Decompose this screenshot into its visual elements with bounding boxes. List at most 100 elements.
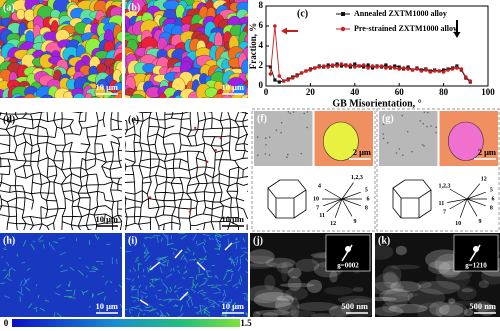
grain bbox=[168, 95, 179, 98]
contrast bbox=[273, 302, 297, 317]
contrast bbox=[329, 271, 338, 283]
strain-streak bbox=[69, 266, 75, 271]
strain-streak bbox=[114, 290, 118, 292]
strain-streak bbox=[17, 290, 24, 296]
grain-boundaries bbox=[125, 112, 248, 230]
strain-streak bbox=[245, 312, 248, 315]
speck bbox=[280, 131, 282, 134]
panel-label: (i) bbox=[128, 235, 137, 246]
strain-streak bbox=[180, 254, 185, 260]
speck bbox=[382, 133, 385, 135]
point bbox=[375, 65, 379, 69]
strain-streak bbox=[12, 267, 16, 272]
strain-streak bbox=[183, 270, 188, 275]
speck bbox=[382, 137, 385, 140]
strain-streak bbox=[192, 234, 197, 241]
strain-streak bbox=[131, 306, 138, 310]
speck bbox=[300, 152, 303, 155]
strain-streak bbox=[142, 313, 146, 316]
grain bbox=[65, 100, 76, 110]
strain-streak bbox=[134, 260, 139, 262]
grain bbox=[144, 98, 155, 111]
point bbox=[428, 70, 433, 74]
strain-streak bbox=[53, 312, 56, 317]
strain-streak bbox=[196, 241, 205, 246]
speck bbox=[401, 154, 404, 156]
strain-streak bbox=[35, 283, 38, 287]
contrast bbox=[429, 301, 450, 317]
legend-marker bbox=[340, 26, 346, 32]
strain-streak bbox=[244, 251, 248, 254]
point bbox=[361, 63, 366, 67]
strain-streak bbox=[137, 297, 140, 301]
strain-streak bbox=[206, 271, 210, 278]
strain-streak bbox=[37, 294, 40, 299]
scale-label: 10 μm bbox=[221, 214, 244, 224]
contrast bbox=[281, 262, 288, 282]
legend-label: Annealed ZXTM1000 alloy bbox=[354, 9, 447, 18]
strain-streak bbox=[39, 307, 46, 312]
point bbox=[370, 64, 375, 68]
strain-streak bbox=[149, 307, 155, 313]
point bbox=[393, 64, 397, 68]
slip-direction bbox=[341, 191, 361, 200]
slip-direction bbox=[341, 198, 361, 207]
strain-streak bbox=[202, 245, 207, 253]
strain-streak bbox=[77, 269, 84, 276]
point bbox=[295, 74, 299, 78]
strain-streak bbox=[144, 255, 150, 262]
grain bbox=[251, 1, 259, 12]
grain bbox=[150, 97, 159, 98]
contrast bbox=[382, 287, 410, 308]
strain-streak bbox=[240, 275, 242, 282]
scale-label: 2 μm bbox=[478, 147, 496, 157]
contrast bbox=[379, 288, 414, 303]
speck bbox=[435, 131, 437, 134]
legend-label: Pre-strained ZXTM1000 alloy bbox=[354, 24, 457, 33]
strain-streak bbox=[160, 314, 167, 317]
strain-streak bbox=[157, 289, 163, 292]
strain-streak bbox=[144, 250, 146, 255]
strain-streak bbox=[214, 275, 216, 278]
strain-streak bbox=[182, 276, 186, 280]
strain-streak bbox=[200, 292, 206, 297]
point bbox=[468, 79, 473, 83]
strain-streak bbox=[103, 296, 106, 301]
grain bbox=[119, 73, 122, 84]
strain-streak bbox=[155, 294, 158, 299]
point bbox=[308, 68, 313, 72]
slip-direction bbox=[466, 183, 481, 200]
strain-streak bbox=[145, 295, 148, 299]
contrast bbox=[287, 267, 302, 279]
strain-streak bbox=[230, 308, 233, 312]
strain-streak bbox=[232, 240, 240, 245]
diagram-label: 7 bbox=[316, 205, 319, 211]
strain-streak bbox=[162, 282, 168, 289]
point bbox=[370, 66, 375, 70]
strain-streak bbox=[192, 251, 195, 256]
point bbox=[335, 62, 339, 66]
panel-label: (b) bbox=[128, 2, 140, 13]
strain-streak bbox=[243, 297, 246, 301]
strain-streak bbox=[170, 268, 172, 272]
strain-streak bbox=[193, 290, 196, 294]
point bbox=[401, 66, 406, 70]
contrast bbox=[265, 257, 296, 269]
strain-streak bbox=[143, 275, 146, 278]
contrast bbox=[250, 285, 284, 304]
strain-streak bbox=[226, 269, 234, 273]
strain-streak bbox=[91, 292, 94, 297]
strain-streak bbox=[94, 234, 98, 239]
speck bbox=[398, 148, 401, 150]
contrast bbox=[407, 288, 446, 309]
strain-streak bbox=[235, 238, 238, 241]
grain bbox=[113, 92, 122, 98]
panel-label: (k) bbox=[378, 235, 390, 246]
grain bbox=[245, 86, 248, 98]
strain-streak bbox=[128, 309, 131, 314]
strain-streak bbox=[200, 289, 204, 292]
strain-streak bbox=[231, 259, 236, 267]
panel bbox=[0, 233, 122, 317]
grain bbox=[4, 96, 16, 98]
